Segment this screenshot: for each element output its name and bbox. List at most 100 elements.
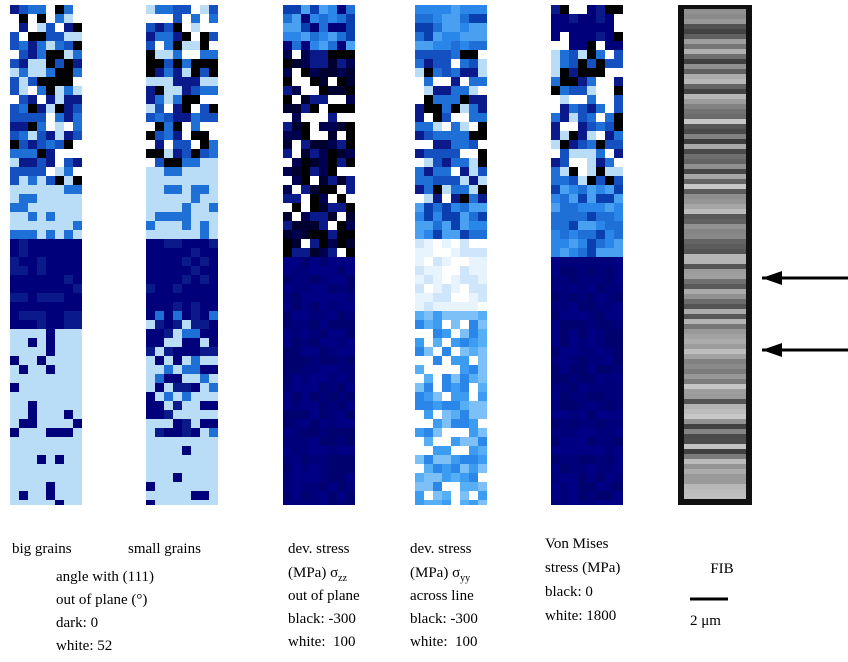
pixel bbox=[415, 275, 424, 284]
pixel bbox=[37, 374, 46, 383]
pixel bbox=[146, 293, 155, 302]
fib-row bbox=[684, 409, 746, 414]
pixel bbox=[614, 221, 623, 230]
pixel bbox=[433, 5, 442, 14]
pixel bbox=[283, 167, 292, 176]
pixel bbox=[146, 365, 155, 374]
fib-row bbox=[684, 474, 746, 479]
caption-line: out of plane (°) bbox=[56, 592, 147, 608]
pixel bbox=[73, 428, 82, 437]
pixel bbox=[292, 320, 301, 329]
pixel bbox=[191, 347, 200, 356]
pixel bbox=[182, 68, 191, 77]
pixel bbox=[328, 257, 337, 266]
pixel bbox=[310, 194, 319, 203]
pixel bbox=[560, 23, 569, 32]
pixel bbox=[146, 59, 155, 68]
pixel bbox=[551, 194, 560, 203]
pixel bbox=[587, 311, 596, 320]
pixel bbox=[55, 392, 64, 401]
pixel bbox=[596, 329, 605, 338]
pixel bbox=[164, 284, 173, 293]
pixel bbox=[551, 482, 560, 491]
pixel bbox=[55, 104, 64, 113]
pixel bbox=[155, 68, 164, 77]
pixel bbox=[182, 149, 191, 158]
pixel bbox=[37, 149, 46, 158]
pixel bbox=[596, 95, 605, 104]
pixel bbox=[587, 455, 596, 464]
pixel bbox=[164, 68, 173, 77]
pixel bbox=[19, 113, 28, 122]
pixel bbox=[155, 59, 164, 68]
pixel bbox=[64, 455, 73, 464]
pixel bbox=[596, 419, 605, 428]
pixel bbox=[424, 446, 433, 455]
pixel bbox=[310, 221, 319, 230]
pixel bbox=[551, 329, 560, 338]
pixel bbox=[596, 59, 605, 68]
pixel bbox=[28, 374, 37, 383]
pixel bbox=[46, 23, 55, 32]
pixel bbox=[551, 185, 560, 194]
pixel bbox=[460, 50, 469, 59]
pixel bbox=[346, 50, 355, 59]
pixel bbox=[560, 365, 569, 374]
pixel bbox=[182, 203, 191, 212]
pixel bbox=[155, 473, 164, 482]
pixel bbox=[346, 14, 355, 23]
pixel bbox=[337, 455, 346, 464]
pixel bbox=[37, 347, 46, 356]
pixel bbox=[64, 473, 73, 482]
pixel bbox=[146, 248, 155, 257]
pixel bbox=[551, 41, 560, 50]
pixel bbox=[37, 113, 46, 122]
pixel bbox=[328, 329, 337, 338]
pixel bbox=[596, 482, 605, 491]
pixel bbox=[346, 311, 355, 320]
pixel bbox=[328, 158, 337, 167]
pixel bbox=[328, 311, 337, 320]
pixel bbox=[164, 221, 173, 230]
pixel bbox=[146, 500, 155, 505]
pixel bbox=[569, 455, 578, 464]
pixel bbox=[478, 419, 487, 428]
pixel bbox=[578, 167, 587, 176]
pixel bbox=[64, 284, 73, 293]
pixel bbox=[182, 356, 191, 365]
pixel bbox=[451, 401, 460, 410]
pixel bbox=[310, 230, 319, 239]
pixel bbox=[569, 491, 578, 500]
pixel bbox=[424, 95, 433, 104]
fib-row bbox=[684, 294, 746, 299]
pixel bbox=[569, 14, 578, 23]
page: {"panels":[ {"label":"big grains"}, {"la… bbox=[0, 0, 848, 662]
pixel bbox=[319, 320, 328, 329]
pixel bbox=[337, 239, 346, 248]
pixel bbox=[155, 32, 164, 41]
pixel bbox=[146, 203, 155, 212]
fib-row bbox=[684, 149, 746, 154]
pixel bbox=[55, 275, 64, 284]
pixel bbox=[478, 428, 487, 437]
fib-row bbox=[684, 84, 746, 89]
pixel bbox=[319, 284, 328, 293]
pixel bbox=[19, 239, 28, 248]
pixel bbox=[442, 446, 451, 455]
pixel bbox=[28, 95, 37, 104]
pixel bbox=[451, 383, 460, 392]
pixel bbox=[319, 248, 328, 257]
pixel bbox=[10, 419, 19, 428]
pixel bbox=[469, 482, 478, 491]
pixel bbox=[433, 419, 442, 428]
pixel bbox=[551, 86, 560, 95]
pixel bbox=[578, 77, 587, 86]
pixel bbox=[146, 14, 155, 23]
pixel bbox=[605, 194, 614, 203]
pixel bbox=[578, 86, 587, 95]
pixel bbox=[200, 392, 209, 401]
pixel bbox=[442, 284, 451, 293]
pixel bbox=[191, 365, 200, 374]
pixel bbox=[442, 59, 451, 68]
pixel bbox=[337, 266, 346, 275]
